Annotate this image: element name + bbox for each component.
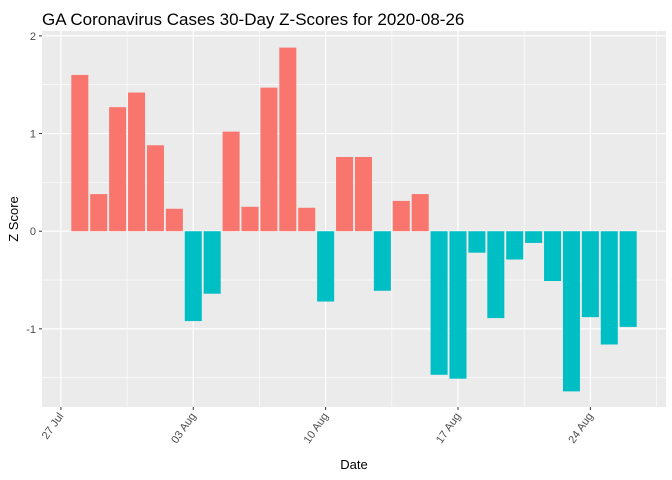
bar-2020-08-11 xyxy=(336,156,354,232)
bar-2020-08-12 xyxy=(354,156,372,232)
bar-2020-07-29 xyxy=(90,194,108,232)
bar-2020-08-01 xyxy=(146,145,164,232)
bar-2020-08-20 xyxy=(506,231,524,260)
y-tick-label-1: 0 xyxy=(30,226,36,238)
y-axis-title: Z Score xyxy=(6,196,21,242)
bar-2020-08-07 xyxy=(260,87,278,232)
bar-2020-08-06 xyxy=(241,206,259,232)
bar-2020-08-05 xyxy=(222,131,240,232)
x-tick-label-2: 10 Aug xyxy=(302,411,331,446)
minor-gridlines xyxy=(42,31,666,407)
y-tick-label-2: 1 xyxy=(30,129,36,141)
chart-title: GA Coronavirus Cases 30-Day Z-Scores for… xyxy=(42,10,464,29)
bar-2020-08-21 xyxy=(525,231,543,243)
bar-2020-08-04 xyxy=(203,231,221,294)
bar-2020-08-03 xyxy=(184,231,202,322)
y-axis: -1 0 1 2 xyxy=(26,31,42,336)
y-tick-label-3: 2 xyxy=(30,31,36,43)
bar-2020-08-19 xyxy=(487,231,505,319)
bar-2020-08-25 xyxy=(600,231,618,345)
bar-2020-08-13 xyxy=(373,231,391,291)
bar-2020-08-17 xyxy=(449,231,467,379)
x-tick-label-3: 17 Aug xyxy=(434,411,463,446)
bar-2020-08-15 xyxy=(411,194,429,232)
bars xyxy=(71,47,637,392)
bar-2020-08-10 xyxy=(317,231,335,302)
bar-2020-08-24 xyxy=(581,231,599,318)
bar-2020-07-30 xyxy=(109,107,127,232)
y-tick-label-0: -1 xyxy=(26,324,36,336)
bar-2020-07-31 xyxy=(128,92,146,232)
x-tick-label-4: 24 Aug xyxy=(566,411,595,446)
major-gridlines xyxy=(42,31,666,407)
bar-2020-08-08 xyxy=(279,47,297,232)
bar-2020-08-09 xyxy=(298,207,316,232)
x-tick-label-1: 03 Aug xyxy=(169,411,198,446)
bar-2020-08-18 xyxy=(468,231,486,253)
plot-panel xyxy=(42,31,666,407)
x-tick-label-0: 27 Jul xyxy=(40,411,67,442)
bar-2020-08-26 xyxy=(619,231,637,327)
bar-2020-08-23 xyxy=(562,231,580,392)
bar-2020-07-28 xyxy=(71,74,89,232)
x-axis: 27 Jul 03 Aug 10 Aug 17 Aug 24 Aug xyxy=(40,407,596,446)
bar-2020-08-14 xyxy=(392,200,410,232)
bar-2020-08-16 xyxy=(430,231,448,375)
bar-2020-08-02 xyxy=(165,208,183,232)
x-axis-title: Date xyxy=(340,457,367,472)
bar-2020-08-22 xyxy=(544,231,562,282)
